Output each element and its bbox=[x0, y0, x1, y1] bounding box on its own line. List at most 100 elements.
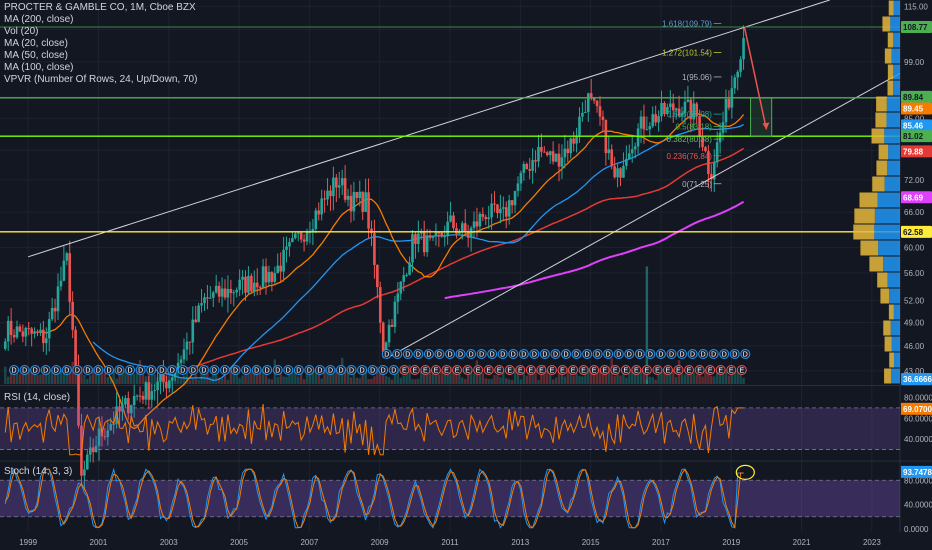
rsi-value-tag: 69.0700 bbox=[903, 405, 932, 414]
candle bbox=[109, 424, 113, 431]
candle bbox=[601, 116, 605, 120]
candle bbox=[200, 303, 203, 306]
candle bbox=[367, 192, 370, 229]
candle bbox=[660, 102, 663, 117]
indicator-ma100[interactable]: MA (100, close) bbox=[4, 62, 74, 73]
earnings-badge bbox=[525, 365, 536, 375]
volume-bar bbox=[393, 373, 397, 384]
volume-bar bbox=[408, 364, 411, 384]
candle bbox=[21, 331, 25, 337]
candle bbox=[499, 208, 502, 214]
candle bbox=[484, 216, 488, 220]
dividend-badge-letter: D bbox=[690, 352, 695, 359]
dividend-badge bbox=[634, 349, 645, 359]
indicator-vol[interactable]: Vol (20) bbox=[4, 26, 39, 37]
vpvr-bar-up bbox=[887, 160, 900, 176]
candles bbox=[3, 25, 745, 490]
fib-level-label: 1(95.06) bbox=[682, 73, 712, 82]
dividend-badge bbox=[367, 365, 378, 375]
candle bbox=[352, 191, 356, 212]
rsi-tick-label: 40.0000 bbox=[904, 435, 932, 444]
stoch-label[interactable]: Stoch (14, 3, 3) bbox=[4, 466, 73, 477]
earnings-badge-letter: E bbox=[697, 368, 702, 375]
candle bbox=[77, 365, 80, 426]
candle bbox=[411, 234, 414, 263]
volume-bar bbox=[12, 369, 16, 384]
volume-bar bbox=[18, 373, 22, 384]
candle bbox=[478, 213, 482, 227]
candle bbox=[487, 217, 490, 220]
volume-bar bbox=[660, 368, 663, 384]
time-tick-label: 2017 bbox=[652, 538, 670, 547]
candle bbox=[712, 162, 716, 180]
time-tick-label: 1999 bbox=[19, 538, 37, 547]
ma20-line bbox=[40, 112, 745, 430]
candle bbox=[343, 178, 347, 200]
candle bbox=[250, 275, 253, 292]
vpvr-bar-down bbox=[887, 64, 894, 80]
volume-bar bbox=[15, 369, 19, 384]
candle bbox=[417, 233, 420, 244]
volume-bar bbox=[543, 365, 546, 384]
volume-bar bbox=[490, 378, 493, 384]
candle bbox=[507, 200, 511, 217]
dividend-badge-letter: D bbox=[542, 352, 547, 359]
volume-bar bbox=[118, 367, 121, 384]
indicator-vpvr[interactable]: VPVR (Number Of Rows, 24, Up/Down, 70) bbox=[4, 74, 198, 85]
price-tag-label: 81.02 bbox=[903, 132, 924, 141]
volume-bar bbox=[291, 371, 294, 384]
indicator-ma50[interactable]: MA (50, close) bbox=[4, 50, 68, 61]
candle bbox=[279, 265, 282, 272]
volume-bar bbox=[510, 379, 514, 384]
stoch-d-line bbox=[4, 468, 744, 529]
candle bbox=[27, 327, 31, 329]
earnings-badge-letter: E bbox=[655, 368, 660, 375]
price-tag-bg bbox=[901, 130, 932, 143]
volume-bar bbox=[358, 378, 361, 384]
candle bbox=[83, 469, 86, 476]
rsi-label[interactable]: RSI (14, close) bbox=[4, 392, 71, 403]
candle bbox=[625, 158, 628, 166]
candle bbox=[115, 406, 118, 424]
volume-bar bbox=[270, 379, 274, 384]
indicator-ma20[interactable]: MA (20, close) bbox=[4, 38, 68, 49]
candle bbox=[666, 107, 669, 115]
earnings-badge-letter: E bbox=[602, 368, 607, 375]
price-tick-label: 72.00 bbox=[904, 176, 925, 185]
candle bbox=[704, 147, 707, 152]
candle bbox=[633, 146, 637, 150]
volume-bar bbox=[206, 365, 209, 384]
candle bbox=[396, 293, 400, 302]
fib-level-label: 1.272(101.54) bbox=[662, 49, 712, 58]
candle bbox=[94, 445, 98, 453]
candle bbox=[622, 165, 625, 178]
dividend-badge bbox=[357, 365, 368, 375]
volume-bar bbox=[669, 367, 672, 384]
price-tag: 79.88 bbox=[901, 145, 932, 158]
vpvr-bar-down bbox=[853, 224, 875, 240]
dividend-badge bbox=[592, 349, 603, 359]
dividend-badge-letter: D bbox=[732, 352, 737, 359]
candle bbox=[393, 301, 397, 327]
candle bbox=[537, 146, 540, 162]
volume-bar bbox=[39, 374, 42, 384]
dividend-badge bbox=[230, 365, 241, 375]
volume-bar bbox=[595, 367, 599, 384]
earnings-badge-letter: E bbox=[550, 368, 555, 375]
vpvr-bar-down bbox=[888, 0, 894, 16]
volume-bar bbox=[338, 368, 341, 384]
earnings-badge bbox=[715, 365, 726, 375]
candle bbox=[390, 324, 394, 327]
volume-bar bbox=[528, 374, 531, 384]
volume-bar bbox=[384, 376, 388, 384]
candle bbox=[683, 101, 687, 114]
dividend-badge bbox=[198, 365, 209, 375]
volume-bar bbox=[534, 368, 537, 384]
indicator-ma200[interactable]: MA (200, close) bbox=[4, 14, 74, 25]
candle bbox=[715, 142, 719, 163]
price-tag-label: 89.45 bbox=[903, 104, 924, 113]
dividend-badge-letter: D bbox=[201, 368, 206, 375]
time-tick-label: 2013 bbox=[511, 538, 529, 547]
volume-bar bbox=[736, 371, 739, 384]
